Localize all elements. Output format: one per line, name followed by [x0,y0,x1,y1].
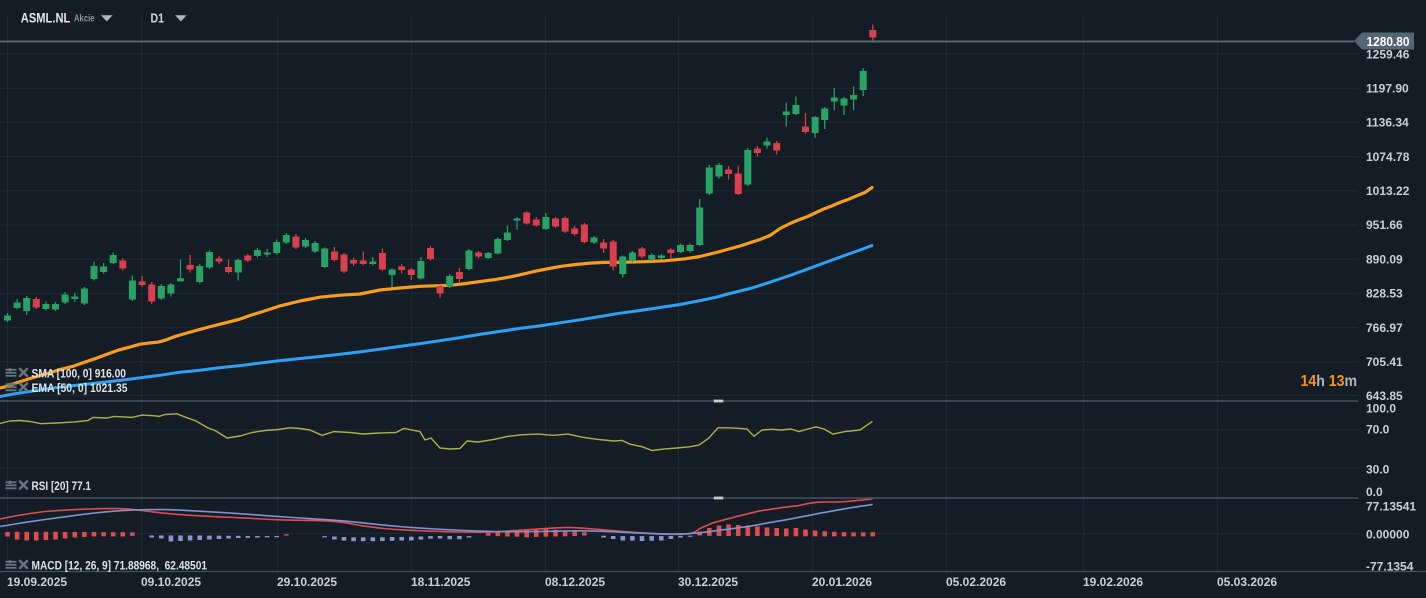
svg-text:0.00000: 0.00000 [1366,527,1410,541]
svg-text:1280.80: 1280.80 [1367,35,1410,49]
svg-text:70.0: 70.0 [1366,422,1390,436]
svg-text:ASML.NL: ASML.NL [21,11,71,26]
svg-text:SMA [100, 0] 916.00: SMA [100, 0] 916.00 [32,368,127,380]
svg-text:29.10.2025: 29.10.2025 [277,575,337,589]
svg-text:1074.78: 1074.78 [1366,150,1410,164]
svg-text:1259.46: 1259.46 [1366,47,1410,61]
svg-text:RSI [20] 77.1: RSI [20] 77.1 [32,481,92,493]
svg-text:1136.34: 1136.34 [1366,116,1409,130]
svg-text:05.03.2026: 05.03.2026 [1217,575,1277,589]
svg-text:-77.1354: -77.1354 [1366,559,1414,573]
svg-text:EMA [50, 0] 1021.35: EMA [50, 0] 1021.35 [32,383,129,395]
svg-text:705.41: 705.41 [1366,355,1403,369]
svg-text:D1: D1 [151,11,165,26]
svg-text:1197.90: 1197.90 [1366,82,1409,96]
svg-text:09.10.2025: 09.10.2025 [141,575,201,589]
svg-text:0.0: 0.0 [1366,485,1383,499]
svg-text:890.09: 890.09 [1366,252,1403,266]
svg-text:08.12.2025: 08.12.2025 [545,575,605,589]
svg-text:77.13541: 77.13541 [1366,499,1416,513]
svg-text:766.97: 766.97 [1366,321,1403,335]
svg-text:643.85: 643.85 [1366,389,1403,403]
svg-text:05.02.2026: 05.02.2026 [946,575,1006,589]
svg-text:14h 13m: 14h 13m [1301,373,1358,390]
svg-text:828.53: 828.53 [1366,287,1403,301]
svg-text:951.66: 951.66 [1366,218,1403,232]
svg-text:30.12.2025: 30.12.2025 [678,575,738,589]
svg-text:1013.22: 1013.22 [1366,184,1410,198]
svg-text:30.0: 30.0 [1366,462,1390,476]
svg-text:20.01.2026: 20.01.2026 [812,575,872,589]
svg-text:19.09.2025: 19.09.2025 [7,575,67,589]
svg-text:18.11.2025: 18.11.2025 [411,575,471,589]
svg-text:MACD [12, 26, 9] 71.88968, 62: MACD [12, 26, 9] 71.88968, 62.48501 [32,560,208,572]
svg-text:Akcie: Akcie [74,13,95,25]
svg-text:100.0: 100.0 [1366,401,1396,415]
svg-text:19.02.2026: 19.02.2026 [1083,575,1143,589]
